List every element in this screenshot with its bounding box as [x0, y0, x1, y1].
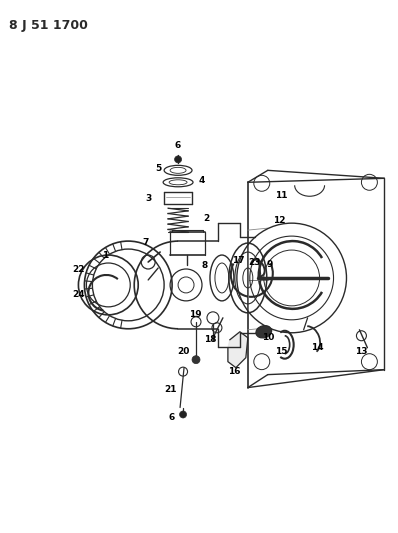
Text: 21: 21 [164, 385, 176, 394]
Text: 22: 22 [72, 265, 85, 274]
Text: 5: 5 [155, 164, 161, 173]
Text: 8: 8 [202, 261, 208, 270]
Text: 4: 4 [199, 176, 205, 185]
Circle shape [175, 156, 181, 163]
Text: 19: 19 [189, 310, 201, 319]
Circle shape [179, 411, 187, 418]
Polygon shape [228, 332, 248, 368]
Text: 3: 3 [145, 193, 151, 203]
Text: 8 J 51 1700: 8 J 51 1700 [9, 19, 88, 32]
Text: 13: 13 [355, 347, 368, 356]
Text: 7: 7 [142, 238, 148, 247]
Text: 15: 15 [275, 347, 288, 356]
Text: 18: 18 [204, 335, 216, 344]
Text: 6: 6 [169, 413, 175, 422]
Text: 20: 20 [177, 347, 189, 356]
Text: 23: 23 [249, 257, 261, 266]
Ellipse shape [256, 326, 271, 338]
Text: 12: 12 [273, 216, 286, 225]
Text: 6: 6 [175, 141, 181, 150]
Text: 17: 17 [232, 255, 244, 264]
Text: 1: 1 [102, 251, 108, 260]
Circle shape [192, 356, 200, 364]
Text: 24: 24 [72, 290, 85, 300]
Text: 11: 11 [275, 191, 288, 200]
Text: 10: 10 [261, 333, 274, 342]
Text: 9: 9 [267, 260, 273, 269]
Text: 14: 14 [311, 343, 324, 352]
Text: 16: 16 [228, 367, 240, 376]
Text: 2: 2 [203, 214, 209, 223]
